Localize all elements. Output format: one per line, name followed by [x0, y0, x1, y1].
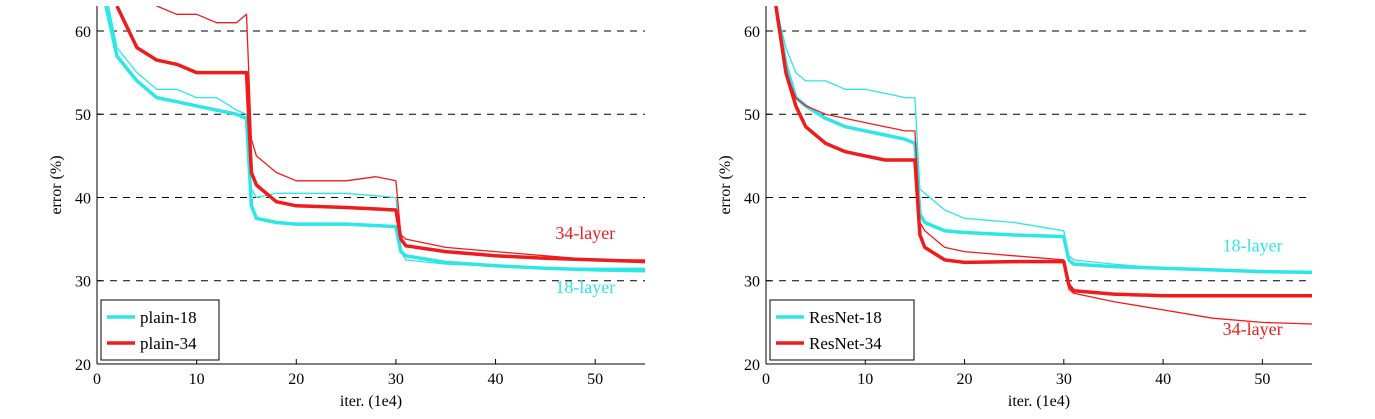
x-tick-label: 20: [957, 371, 973, 388]
y-axis-label: error (%): [717, 155, 734, 214]
x-axis-label: iter. (1e4): [1008, 393, 1070, 410]
series-line-resnet-34-train: [775, 6, 1312, 325]
x-tick-label: 0: [93, 371, 101, 388]
x-tick-label: 10: [857, 371, 873, 388]
chart-plain: 20 30 40 50 60 0 10 20 30 40 50 iter. (1e4) error (%…: [48, 6, 645, 410]
annotation-18-layer: 18-layer: [1223, 236, 1283, 256]
annotation-34-layer: 34-layer: [555, 223, 615, 243]
y-tick-label: 50: [744, 107, 760, 124]
series-line-resnet-34-val: [774, 6, 1312, 298]
legend-label-plain-34: plain-34: [140, 334, 197, 353]
series-line-resnet-18-val: [774, 6, 1312, 275]
series-group: [104, 6, 645, 273]
y-tick-label: 60: [75, 24, 91, 41]
annotation-18-layer: 18-layer: [555, 277, 615, 297]
x-tick-label: 0: [762, 371, 770, 388]
y-tick-label: 20: [75, 357, 91, 374]
y-tick-label: 40: [744, 190, 760, 207]
x-tick-label: 50: [587, 371, 603, 388]
x-tick-label: 50: [1254, 371, 1270, 388]
x-tick-label: 40: [488, 371, 504, 388]
y-tick-label: 30: [75, 274, 91, 291]
y-tick-label: 50: [75, 107, 91, 124]
x-tick-label: 30: [388, 371, 404, 388]
y-tick-label: 20: [744, 357, 760, 374]
legend-label-resnet-18: ResNet-18: [809, 308, 882, 327]
series-group: [774, 6, 1312, 325]
x-tick-label: 40: [1155, 371, 1171, 388]
y-tick-label: 60: [744, 24, 760, 41]
series-line-resnet-18-train: [775, 6, 1312, 274]
series-line-plain-34-val: [115, 6, 645, 264]
y-tick-label: 40: [75, 190, 91, 207]
chart-resnet: 20 30 40 50 60 0 10 20 30 40 50 iter. (1e4) error (%…: [717, 6, 1312, 410]
series-line-plain-34-train: [155, 6, 645, 261]
x-tick-label: 30: [1056, 371, 1072, 388]
x-axis-label: iter. (1e4): [340, 393, 402, 410]
legend-box: [769, 299, 915, 361]
x-tick-label: 10: [189, 371, 205, 388]
legend-label-resnet-34: ResNet-34: [809, 334, 882, 353]
series-line-plain-18-val: [104, 6, 645, 273]
legend-label-plain-18: plain-18: [140, 308, 197, 327]
y-axis-label: error (%): [48, 155, 65, 214]
annotation-34-layer: 34-layer: [1223, 319, 1283, 339]
y-tick-label: 30: [744, 274, 760, 291]
x-tick-label: 20: [288, 371, 304, 388]
legend-box: [100, 299, 220, 361]
